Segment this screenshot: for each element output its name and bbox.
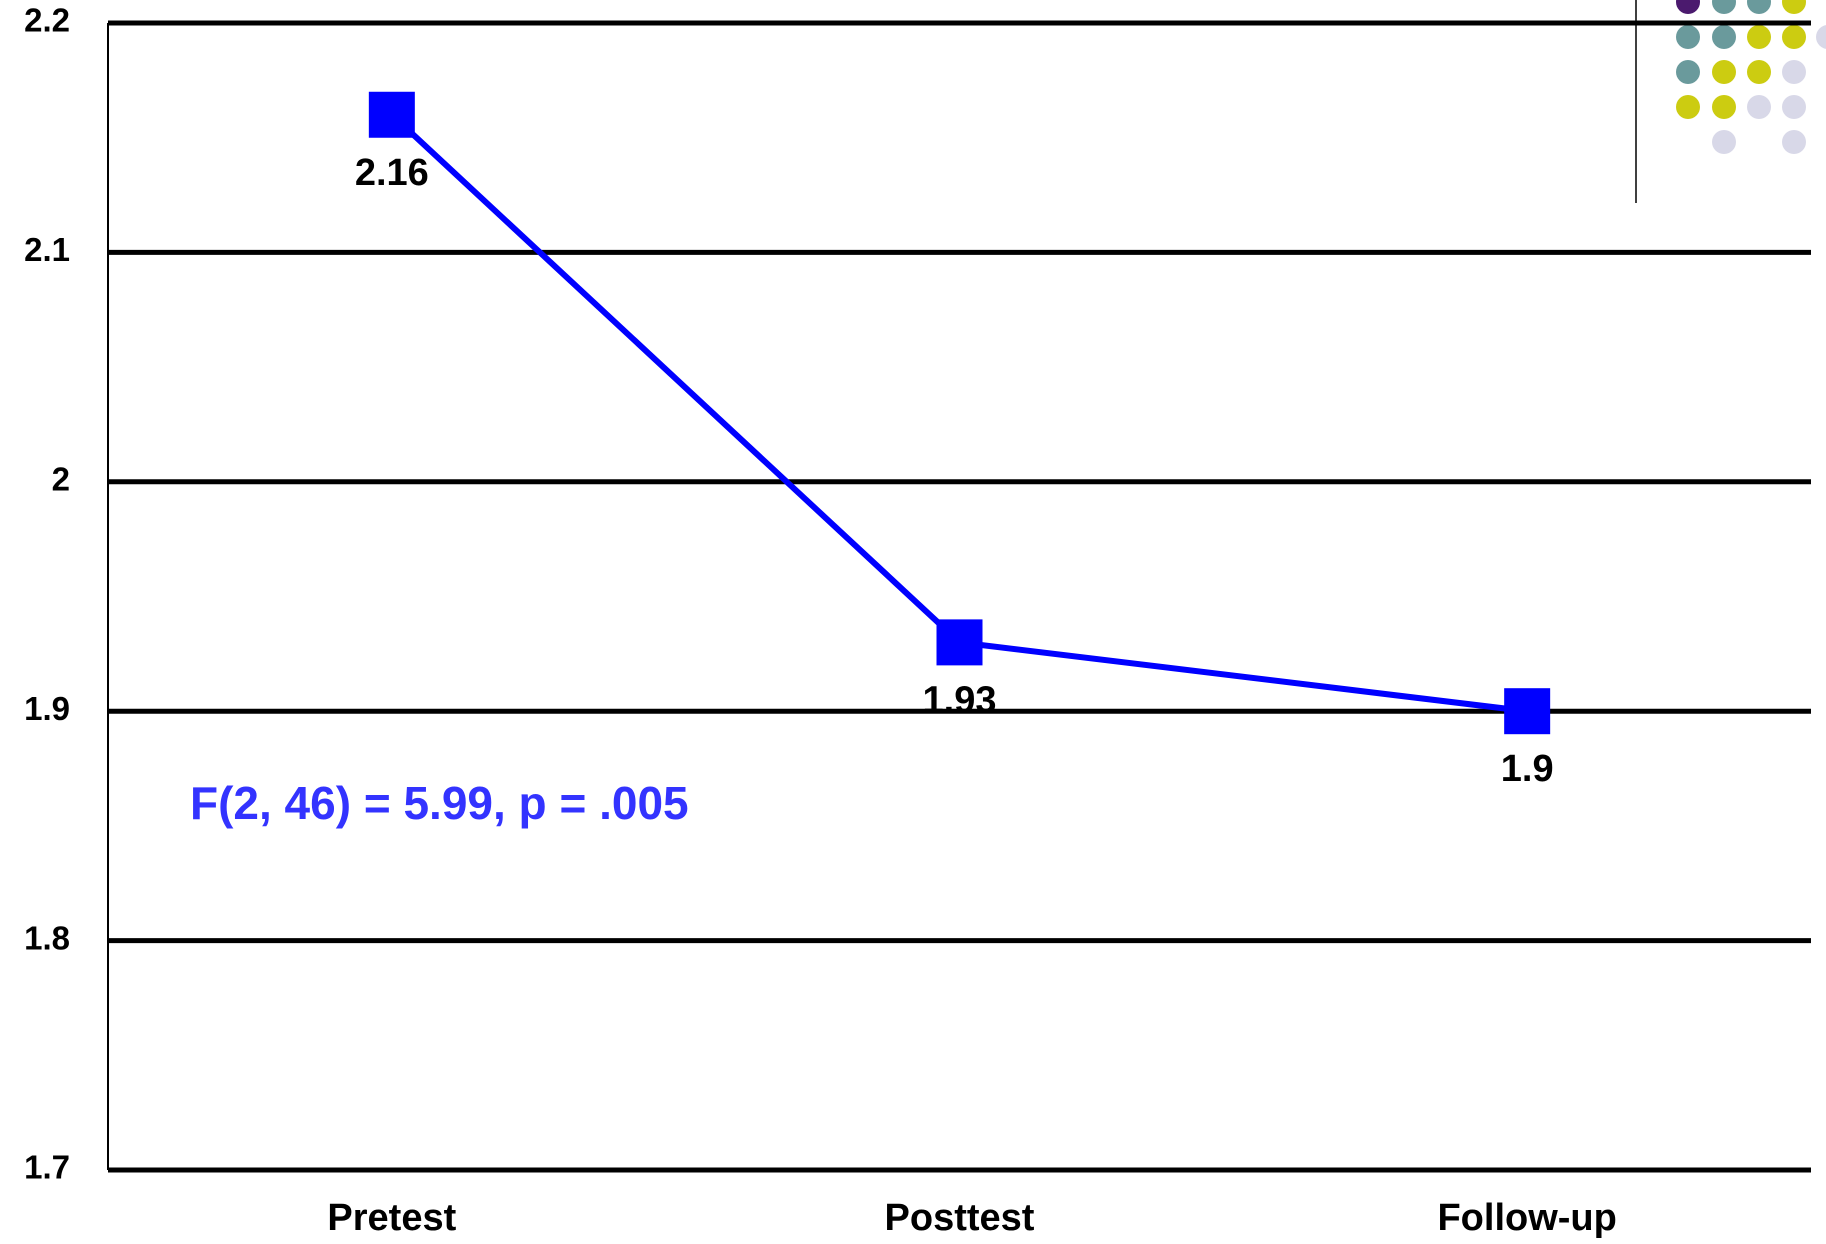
decor-dot [1782,60,1806,84]
decor-dot [1676,25,1700,49]
decor-dot [1747,25,1771,49]
data-label: 2.16 [355,152,429,194]
y-tick-label: 1.9 [24,690,70,727]
background [0,0,1826,1244]
chart: 1.7 1.8 1.9 2 2.1 2.2 Pretest Posttest Follow-up… [0,0,1826,1244]
data-label: 1.9 [1501,748,1554,790]
y-tick-label: 1.7 [24,1149,70,1186]
decor-dot [1712,25,1736,49]
decor-dot [1747,95,1771,119]
x-tick-label: Posttest [885,1197,1035,1239]
decor-dot [1712,60,1736,84]
marker [369,92,415,138]
decor-dot [1676,95,1700,119]
decor-dot [1747,60,1771,84]
y-tick-label: 2.2 [24,2,70,39]
decor-dot [1676,60,1700,84]
decor-dot [1782,130,1806,154]
annotation: F(2, 46) = 5.99, p = .005 [190,777,689,829]
decor-dot [1782,25,1806,49]
decor-dot [1712,95,1736,119]
marker [1504,688,1550,734]
page: 1.7 1.8 1.9 2 2.1 2.2 Pretest Posttest Follow-up… [0,0,1826,1244]
y-tick-label: 1.8 [24,919,70,956]
decor-dot [1712,130,1736,154]
x-tick-label: Pretest [327,1197,456,1239]
x-tick-label: Follow-up [1437,1197,1616,1239]
y-tick-label: 2.1 [24,231,70,268]
decor-dot [1782,95,1806,119]
data-label: 1.93 [923,679,997,721]
y-tick-label: 2 [52,461,70,498]
marker [937,619,983,665]
